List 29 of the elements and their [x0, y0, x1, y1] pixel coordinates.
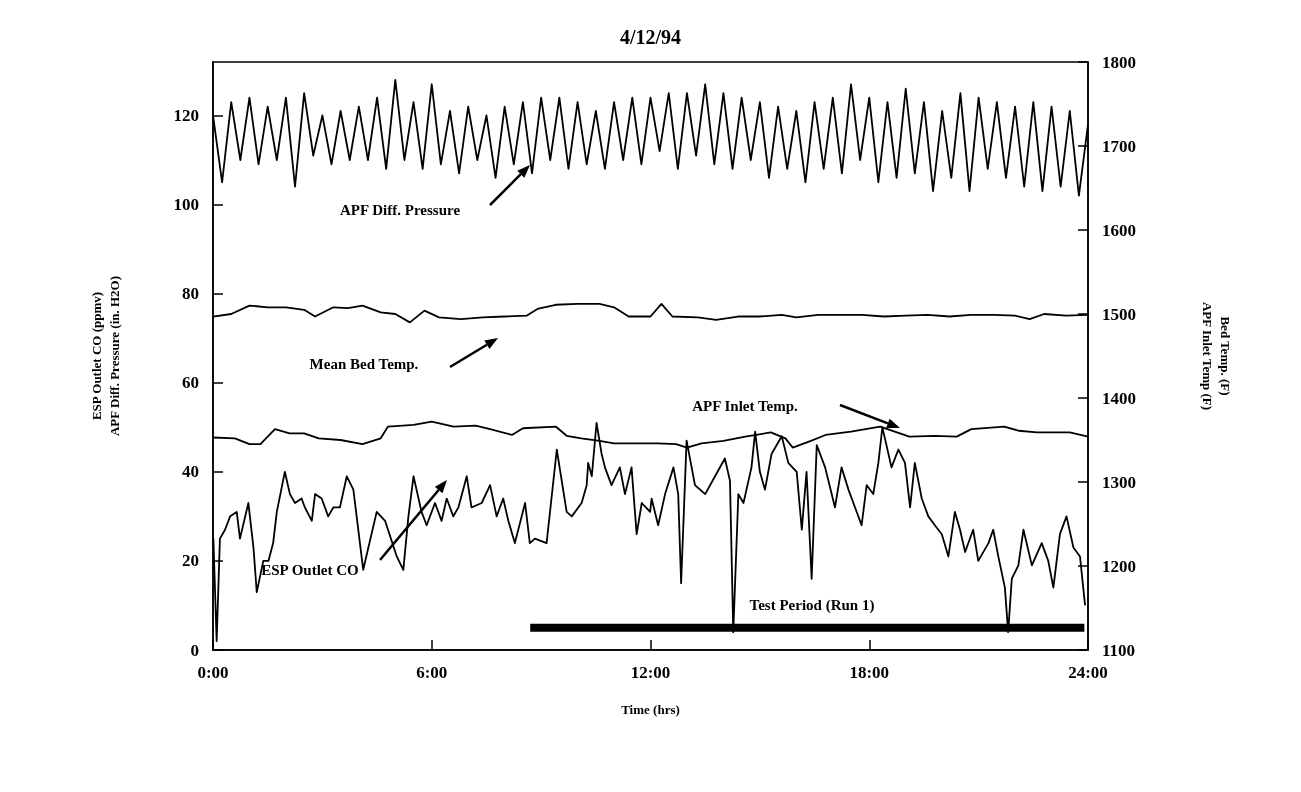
annotation: APF Diff. Pressure: [339, 202, 461, 219]
y-tick-label: 80: [182, 284, 199, 304]
y2-tick-label: 1600: [1102, 220, 1136, 240]
y2-tick-label: 1300: [1102, 472, 1136, 492]
y-tick-label: 20: [182, 551, 199, 571]
y2-tick-label: 1200: [1102, 556, 1136, 576]
x-tick-label: 0:00: [197, 663, 229, 682]
x-axis-title: Time (hrs): [621, 701, 680, 717]
annotation: Mean Bed Temp.: [309, 356, 419, 373]
y-tick-label: 60: [182, 373, 199, 393]
y-axis-title: ESP Outlet CO (ppmv) APF Diff. Pressure (in. H2O): [88, 275, 122, 437]
chart-title: 4/12/94: [619, 26, 682, 48]
y2-tick-label: 1500: [1102, 304, 1136, 324]
y2-axis-title: Bed Temp. (F) APF Inlet Temp (F): [1199, 301, 1233, 411]
annotation: APF Inlet Temp.: [692, 398, 799, 415]
y-tick-label: 120: [173, 105, 199, 125]
y-tick-label: 100: [173, 195, 199, 215]
y-tick-label: 0: [190, 640, 199, 660]
x-tick-label: 18:00: [849, 663, 890, 682]
y2-tick-label: 1800: [1102, 52, 1136, 72]
y2-tick-label: 1100: [1102, 640, 1136, 660]
annotation: ESP Outlet CO: [261, 562, 359, 579]
x-tick-label: 6:00: [416, 663, 448, 682]
y2-tick-label: 1400: [1102, 388, 1136, 408]
annotation: Test Period (Run 1): [749, 597, 875, 615]
y-tick-label: 40: [182, 462, 199, 482]
x-tick-label: 12:00: [630, 663, 671, 682]
x-tick-label: 24:00: [1068, 663, 1108, 682]
y2-tick-label: 1700: [1102, 136, 1136, 156]
